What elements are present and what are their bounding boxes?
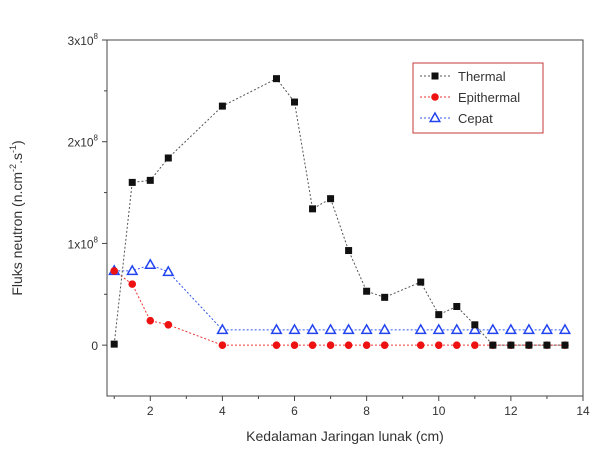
data-point-thermal [453, 302, 461, 310]
data-point-epithermal [434, 341, 443, 349]
data-point-thermal [146, 176, 154, 184]
data-point-cepat [558, 323, 572, 335]
legend-label-thermal: Thermal [458, 69, 506, 84]
legend-marker-cepat [428, 111, 442, 123]
data-point-cepat [378, 323, 391, 335]
data-point-cepat [504, 323, 517, 335]
data-point-thermal [164, 154, 172, 162]
data-point-cepat [324, 323, 337, 335]
data-point-thermal [489, 341, 497, 349]
data-point-epithermal [380, 341, 389, 349]
data-point-cepat [450, 323, 463, 335]
data-point-cepat [540, 323, 554, 335]
data-point-cepat [342, 323, 355, 335]
x-tick-label: 6 [291, 404, 298, 418]
plot-frame [106, 39, 584, 397]
data-point-epithermal [164, 321, 173, 329]
data-point-thermal [363, 287, 371, 295]
data-point-thermal [525, 341, 533, 349]
series-lines [113, 78, 565, 346]
data-point-cepat [306, 323, 319, 335]
data-point-thermal [327, 195, 335, 203]
legend-marker-thermal [431, 72, 439, 80]
legend-label-cepat: Cepat [458, 111, 493, 126]
data-point-cepat [216, 323, 229, 335]
x-tick-label: 14 [576, 404, 590, 418]
data-point-cepat [270, 323, 283, 335]
data-point-thermal [561, 341, 569, 349]
data-point-cepat [162, 265, 175, 277]
x-tick-label: 8 [363, 404, 370, 418]
data-point-thermal [345, 247, 353, 255]
data-point-thermal [435, 311, 443, 319]
data-point-epithermal [326, 341, 335, 349]
data-point-epithermal [128, 280, 137, 288]
y-axis-label-mid: .s [9, 153, 25, 164]
data-point-cepat [288, 323, 301, 335]
data-point-epithermal [290, 341, 299, 349]
data-point-thermal [291, 98, 299, 106]
y-tick-label: 0 [91, 339, 98, 353]
data-point-thermal [417, 278, 425, 286]
data-point-epithermal [344, 341, 353, 349]
data-point-cepat [522, 323, 535, 335]
data-point-thermal [110, 340, 118, 348]
legend-marker-epithermal [431, 93, 439, 101]
data-point-epithermal [272, 341, 281, 349]
x-tick-label: 2 [147, 404, 154, 418]
data-point-cepat [126, 264, 139, 276]
y-axis: 0 1x108 2x108 3x108 [68, 32, 107, 353]
data-point-cepat [414, 323, 427, 335]
data-point-cepat [486, 323, 499, 335]
x-axis: 2 4 6 8 10 12 14 [113, 396, 590, 418]
y-axis-label-sup2: -1 [8, 145, 18, 153]
data-point-epithermal [146, 316, 155, 325]
data-point-thermal [128, 178, 136, 186]
data-point-thermal [309, 205, 317, 213]
data-point-epithermal [471, 341, 479, 349]
data-point-thermal [507, 341, 515, 349]
data-point-cepat [144, 258, 157, 270]
data-point-thermal [543, 341, 551, 349]
y-tick-label: 3x108 [68, 32, 99, 48]
y-axis-label-sup1: -2 [8, 164, 18, 172]
data-point-cepat [468, 323, 481, 335]
data-point-thermal [218, 102, 226, 110]
y-tick-label: 1x108 [68, 235, 99, 251]
data-point-cepat [432, 323, 445, 335]
y-tick-label: 2x108 [68, 134, 99, 150]
legend-label-epithermal: Epithermal [458, 90, 520, 105]
data-point-epithermal [308, 341, 317, 349]
data-point-thermal [381, 293, 389, 301]
y-axis-label: Fluks neutron (n.cm-2.s-1) [8, 140, 25, 295]
x-tick-label: 12 [504, 404, 518, 418]
x-axis-label: Kedalaman Jaringan lunak (cm) [246, 428, 444, 444]
series-line-epithermal [113, 270, 565, 346]
series-markers [108, 75, 572, 349]
y-axis-label-base: Fluks neutron (n.cm [9, 172, 25, 296]
data-point-thermal [272, 75, 280, 83]
data-point-epithermal [110, 267, 119, 275]
data-point-epithermal [218, 341, 227, 349]
data-point-thermal [471, 321, 479, 329]
data-point-cepat [360, 323, 373, 335]
legend: Thermal Epithermal Cepat [412, 62, 544, 134]
data-point-epithermal [452, 341, 461, 349]
y-axis-label-end: ) [9, 140, 25, 145]
data-point-epithermal [362, 341, 371, 349]
x-tick-label: 10 [432, 404, 446, 418]
x-tick-label: 4 [219, 404, 226, 418]
data-point-epithermal [416, 341, 425, 349]
